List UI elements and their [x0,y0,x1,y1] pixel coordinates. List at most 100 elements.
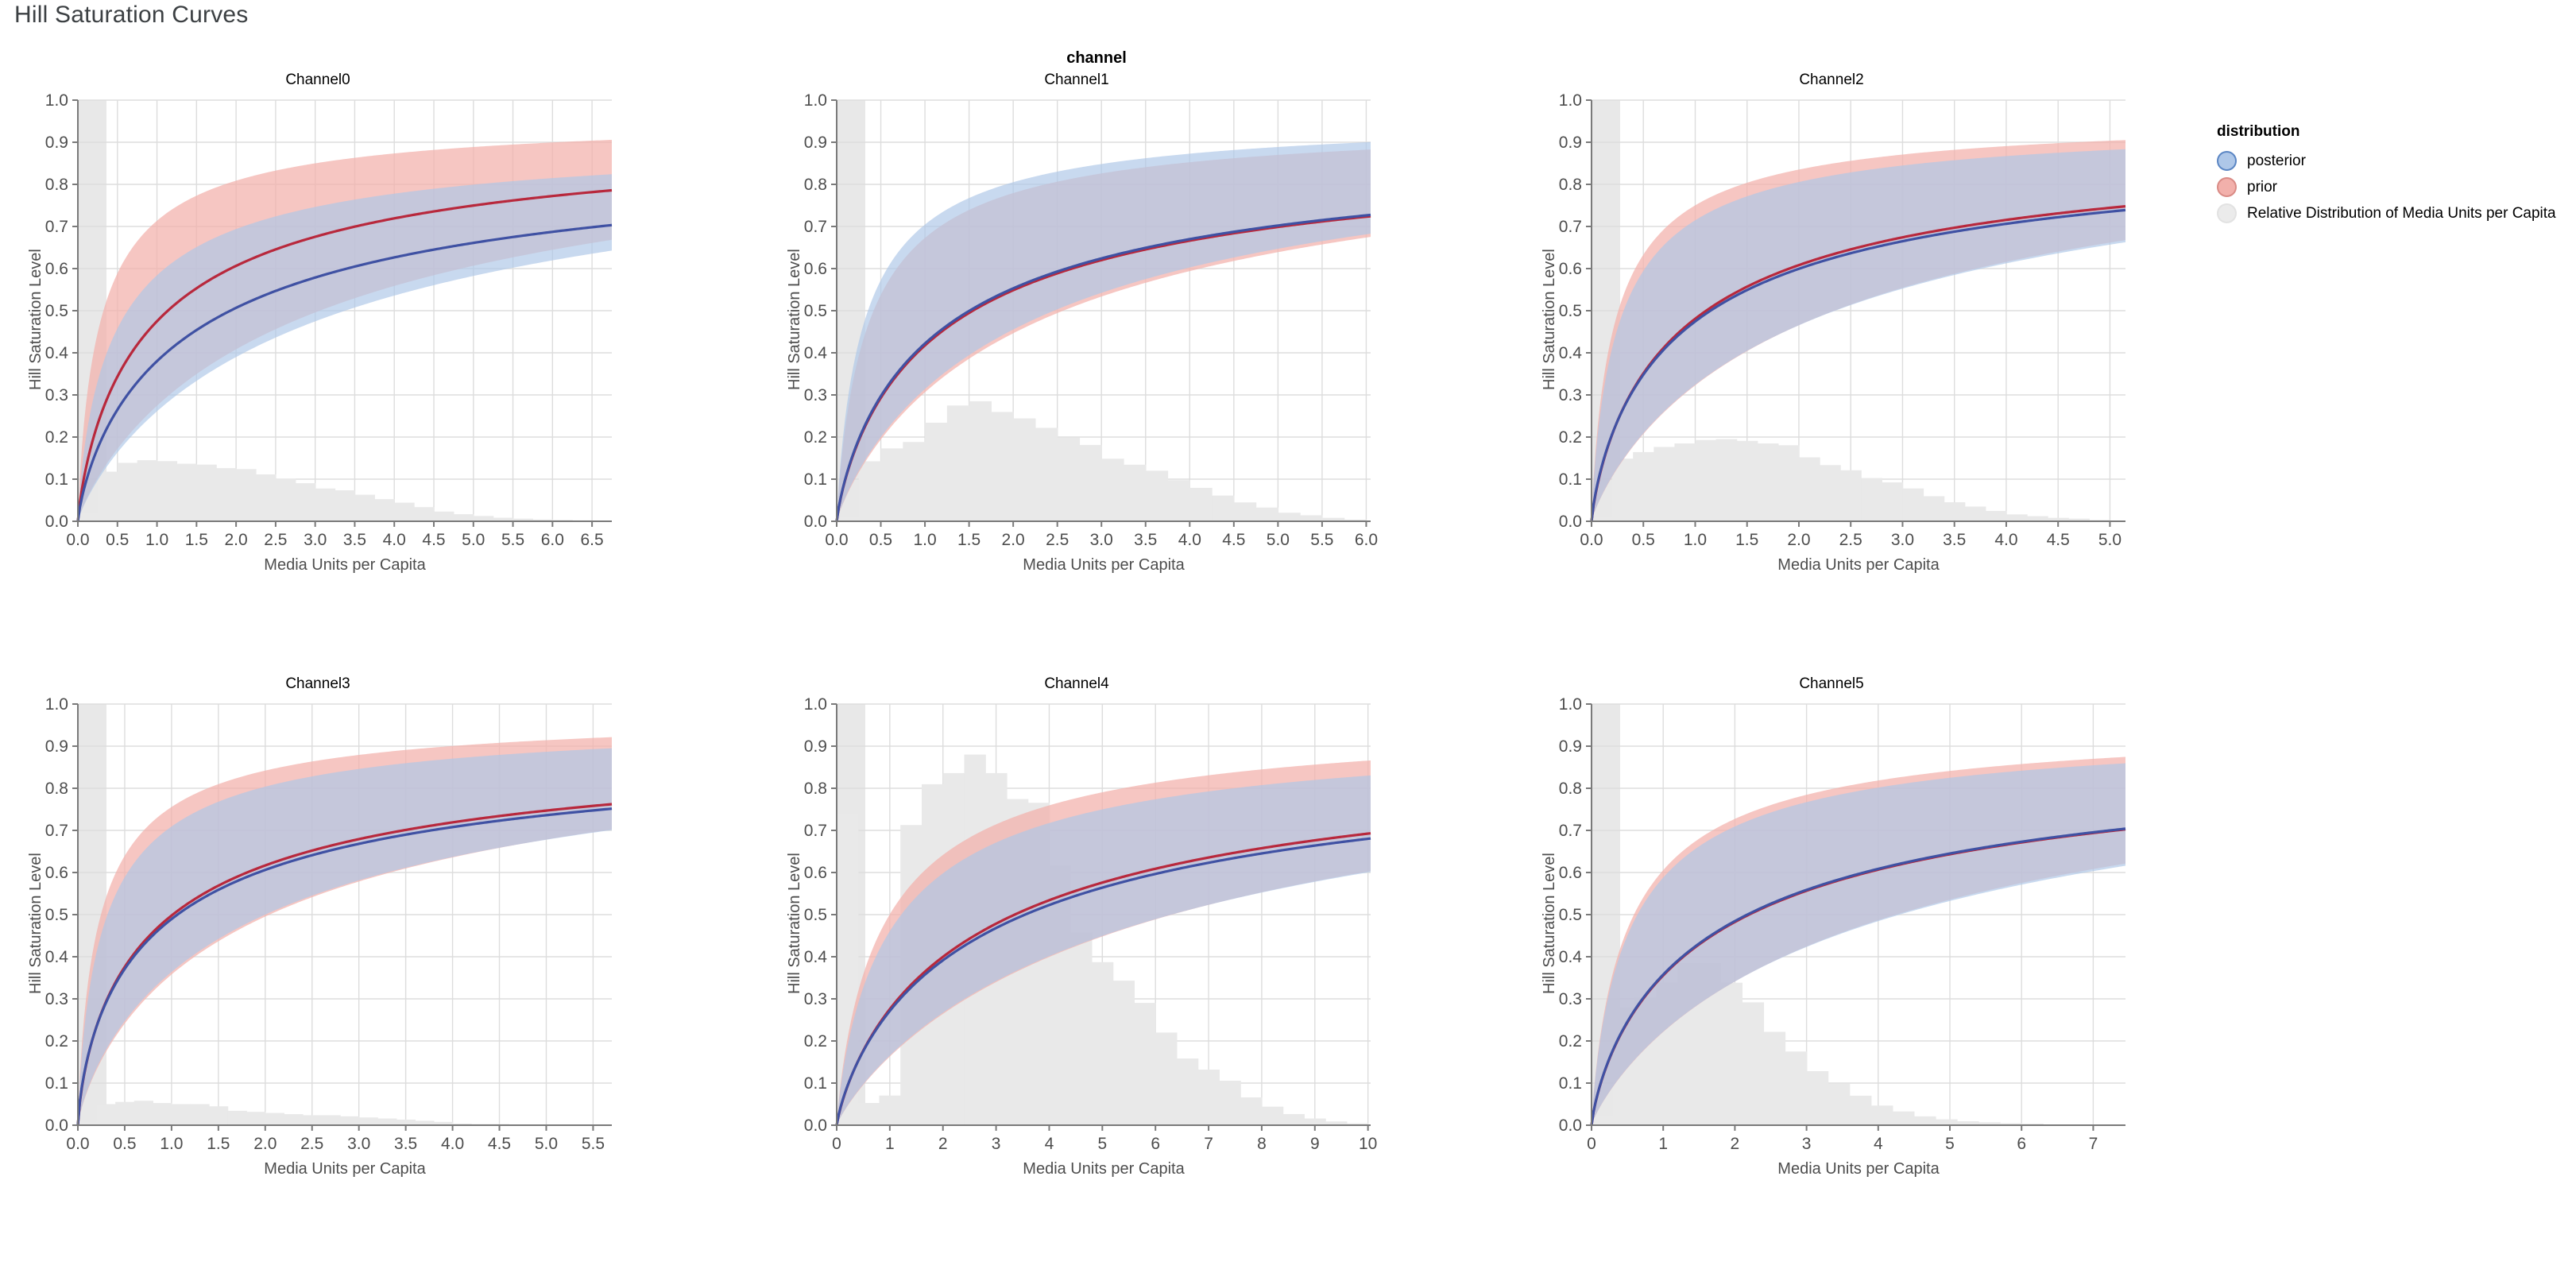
histogram-bar [837,517,860,521]
histogram-bar [1167,480,1190,521]
histogram-bar [512,518,534,521]
x-tick-label: 1 [1658,1135,1668,1153]
y-tick-label: 0.6 [804,864,827,882]
histogram-bar [1282,1114,1305,1125]
y-tick-label: 0.1 [1559,1074,1582,1093]
x-tick-label: 0.5 [113,1135,136,1153]
panel-title-channel2: Channel2 [1799,72,1864,88]
y-axis-title: Hill Saturation Level [1541,853,1558,994]
y-tick-label: 0.5 [45,906,68,924]
histogram-bar [1176,1058,1199,1125]
x-tick-label: 1.0 [1684,531,1707,549]
y-tick-label: 0.9 [45,133,68,152]
y-tick-label: 0.9 [804,737,827,756]
y-tick-label: 0.8 [45,176,68,194]
histogram-bar [969,400,992,521]
histogram-bar [2068,518,2090,521]
legend-item-media-distribution[interactable]: Relative Distribution of Media Units per… [2217,200,2556,226]
histogram-bar [1057,437,1081,521]
legend-swatch-media-distribution [2217,203,2237,223]
y-tick-label: 0.4 [1559,344,1583,362]
x-axis-title: Media Units per Capita [1777,556,1940,574]
y-tick-label: 0.0 [1559,1116,1582,1135]
plot-area-channel2: 0.0 0.1 0.2 0.3 0.4 0.5 0.6 0.7 0.8 0.9 1.0 0.0 0.5 1… [1559,91,2126,549]
histogram-bar [1091,962,1114,1125]
histogram-bar [137,460,158,521]
histogram-bar [97,471,118,521]
x-tick-label: 4 [1045,1135,1054,1153]
y-tick-label: 0.0 [804,1116,827,1135]
histogram-bar [246,1112,266,1125]
histogram-bar [880,448,903,521]
y-tick-label: 0.4 [1559,948,1583,966]
y-tick-label: 1.0 [1559,695,1582,714]
histogram-bar [196,464,217,521]
histogram-bar [1798,457,1820,521]
x-tick-label: 1.5 [957,531,981,549]
x-tick-label: 5 [1097,1135,1107,1153]
histogram-bar [1219,1081,1241,1125]
x-tick-label: 3.0 [1891,531,1914,549]
histogram-bar [1935,1119,1958,1125]
legend-item-prior[interactable]: prior [2217,174,2556,200]
legend-item-posterior[interactable]: posterior [2217,148,2556,174]
y-tick-label: 0.2 [45,428,68,447]
histogram-bar [133,1101,153,1125]
histogram-bar [1763,1031,1786,1125]
histogram-channel0 [78,460,593,521]
posterior-credible-band [78,174,612,521]
y-tick-label: 0.3 [45,386,68,404]
x-tick-label: 2.5 [264,531,287,549]
y-tick-label: 0.9 [45,737,68,756]
y-tick-label: 0.7 [804,218,827,236]
histogram-bar [335,490,356,521]
histogram-bar [117,462,138,521]
histogram-bar [1300,515,1323,521]
x-tick-label: 2.0 [253,1135,277,1153]
y-tick-label: 1.0 [45,91,68,110]
prior-mean-line [835,832,1371,1126]
y-tick-label: 0.8 [804,780,827,798]
histogram-bar [1757,443,1779,521]
histogram-bar [176,463,197,521]
histogram-bar [1134,1003,1156,1125]
x-tick-label: 2 [1731,1135,1740,1153]
histogram-bar [1654,447,1675,521]
histogram-bar [1964,506,1986,521]
histogram-bar [1633,451,1654,521]
histogram-bar [394,502,415,521]
histogram-bar [415,1120,435,1125]
panel-title-channel5: Channel5 [1799,675,1864,692]
y-tick-label: 0.4 [45,948,69,966]
histogram-bar [1261,1106,1284,1125]
histogram-bar [1892,1111,1915,1125]
y-axis-title: Hill Saturation Level [27,853,44,994]
panel-channel3: Channel3 0.0 0.1 0.2 0.3 0.4 0.5 0.6 0.7 0.8 0.9 1.… [16,675,620,1197]
x-tick-label: 4.0 [1178,531,1201,549]
x-tick-label: 3.0 [1090,531,1113,549]
x-tick-label: 1.0 [913,531,936,549]
histogram-bar [414,507,435,521]
legend-label-prior: prior [2247,178,2278,195]
histogram-bar [1674,443,1696,521]
y-tick-label: 1.0 [1559,91,1582,110]
histogram-bar [991,412,1014,521]
x-tick-label: 5 [1945,1135,1955,1153]
y-axis-title: Hill Saturation Level [786,853,803,994]
histogram-bar [1189,487,1213,521]
histogram-bar [925,422,948,521]
x-tick-label: 3 [992,1135,1001,1153]
legend: distribution posterior prior Relative Di… [2217,123,2556,226]
x-tick-label: 1.5 [207,1135,230,1153]
histogram-bar [1101,459,1124,521]
panel-title-channel4: Channel4 [1044,675,1109,692]
y-tick-label: 0.3 [45,990,68,1008]
legend-label-posterior: posterior [2247,152,2306,169]
histogram-bar [321,1115,341,1125]
x-tick-label: 0.0 [1580,531,1603,549]
histogram-bar [227,1110,247,1125]
histogram-bar [256,474,277,521]
y-tick-label: 0.6 [1559,260,1582,278]
histogram-bar [1212,495,1235,521]
histogram-channel1 [837,400,1367,521]
